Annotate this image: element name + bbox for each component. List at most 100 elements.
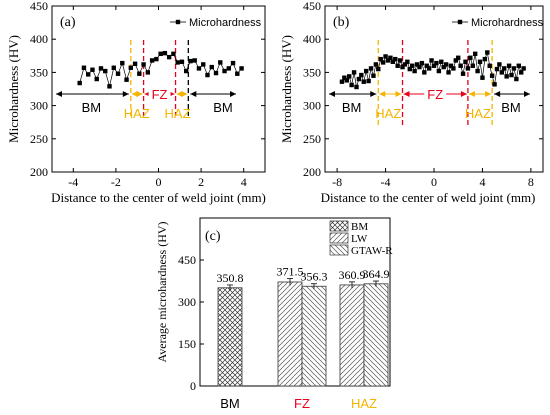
data-point xyxy=(424,63,429,68)
bm-right-arrow-head-left xyxy=(494,91,501,97)
data-point xyxy=(107,84,112,89)
fz-label-backdrop xyxy=(424,86,447,101)
data-point xyxy=(344,78,349,83)
y-tick-label: 200 xyxy=(30,165,48,179)
y-axis-label: Microhardness (HV) xyxy=(6,35,21,143)
region-label-fz: FZ xyxy=(427,87,443,102)
x-tick-label: -8 xyxy=(332,175,342,189)
data-point xyxy=(226,66,231,71)
data-point xyxy=(196,66,202,71)
region-label-bm-right: BM xyxy=(213,100,233,115)
haz-left-arrow-head-left xyxy=(131,91,138,97)
data-point xyxy=(521,66,526,71)
data-point xyxy=(451,66,456,71)
region-label-haz-left: HAZ xyxy=(124,106,150,121)
bar xyxy=(301,285,327,387)
data-point xyxy=(175,60,180,65)
data-point xyxy=(397,58,403,63)
data-point xyxy=(482,56,488,62)
data-point xyxy=(149,58,155,63)
bar xyxy=(277,281,303,387)
legend-swatch xyxy=(329,244,349,256)
bm-right-arrow-head-right xyxy=(230,91,236,97)
panel-label: (a) xyxy=(60,15,76,30)
bar xyxy=(339,284,365,387)
data-point xyxy=(497,62,502,67)
data-point xyxy=(393,56,398,62)
data-point xyxy=(429,58,434,63)
data-point xyxy=(470,63,475,68)
data-point xyxy=(342,75,347,80)
data-point xyxy=(205,72,210,78)
data-point xyxy=(373,62,379,67)
x-tick-label: -4 xyxy=(381,175,391,189)
data-point xyxy=(410,63,415,68)
data-point xyxy=(472,51,478,57)
data-point xyxy=(94,76,99,82)
legend-label: LW xyxy=(351,233,368,245)
data-point xyxy=(458,63,463,68)
panel-label: (b) xyxy=(333,15,350,30)
data-point xyxy=(162,50,168,56)
data-point xyxy=(504,74,509,79)
data-point xyxy=(480,75,485,80)
region-label-bm-left: BM xyxy=(342,100,362,115)
legend-swatch xyxy=(329,220,349,232)
bm-left-arrow-head-right xyxy=(122,91,129,97)
y-tick-label: 250 xyxy=(30,132,48,146)
category-label: BM xyxy=(220,396,240,411)
bar-value-label: 356.3 xyxy=(301,270,328,284)
data-point xyxy=(446,70,451,75)
y-tick-label: 350 xyxy=(30,65,48,79)
data-point xyxy=(120,60,125,66)
x-axis-label: Distance to the center of weld joint (mm… xyxy=(51,190,266,205)
data-point xyxy=(192,58,197,63)
data-point xyxy=(516,63,521,68)
region-label-fz: FZ xyxy=(152,87,168,102)
data-point xyxy=(463,59,468,64)
fz-arrow-head-right xyxy=(460,91,467,97)
data-point xyxy=(514,76,519,82)
data-point xyxy=(171,51,176,57)
data-point xyxy=(183,68,189,74)
data-point xyxy=(475,68,480,74)
data-point xyxy=(402,62,408,67)
data-point xyxy=(81,65,87,70)
data-point xyxy=(380,60,386,65)
data-point xyxy=(222,68,227,74)
data-point xyxy=(412,68,417,74)
bm-left-arrow-head-left xyxy=(329,91,335,97)
region-label-haz-left: HAZ xyxy=(375,106,401,121)
data-point xyxy=(485,50,490,55)
data-point xyxy=(98,66,104,71)
bm-left-arrow-head-left xyxy=(56,91,62,97)
haz-left-arrow-head-left xyxy=(379,91,386,97)
legend-marker xyxy=(175,19,181,25)
fz-arrow-head-left xyxy=(403,91,410,97)
data-point xyxy=(111,65,116,70)
y-tick-label: 400 xyxy=(30,32,48,46)
data-point xyxy=(417,64,422,70)
legend-label: BM xyxy=(351,221,368,233)
data-point xyxy=(188,58,193,64)
data-point xyxy=(209,64,214,70)
x-tick-label: -4 xyxy=(68,175,78,189)
bar xyxy=(363,283,389,387)
y-tick-label: 300 xyxy=(303,99,321,113)
data-point xyxy=(419,60,425,66)
data-point xyxy=(213,70,219,76)
data-point xyxy=(77,80,82,86)
data-point xyxy=(124,77,129,82)
bar-value-label: 371.5 xyxy=(277,265,304,279)
data-point xyxy=(361,79,366,84)
x-tick-label: 4 xyxy=(241,175,247,189)
legend-marker xyxy=(457,19,463,25)
data-point xyxy=(502,66,507,71)
bar-value-label: 360.9 xyxy=(339,268,366,282)
data-point xyxy=(519,70,524,75)
y-tick-label: 300 xyxy=(30,99,48,113)
haz-left-arrow-head-right xyxy=(395,91,402,97)
data-point xyxy=(86,72,91,77)
